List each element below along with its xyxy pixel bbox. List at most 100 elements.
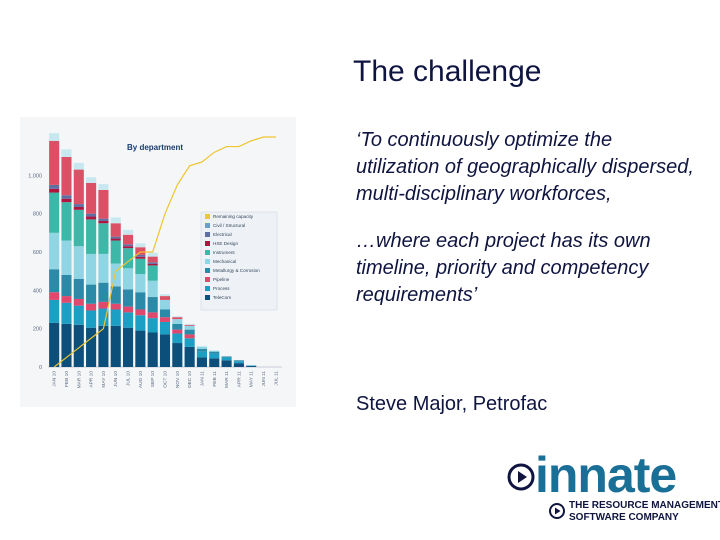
- quote-author: Steve Major, Petrofac: [356, 393, 548, 415]
- bar-segment: [61, 240, 72, 275]
- x-tick-label: JUN 11: [261, 371, 267, 387]
- bar-segment: [86, 177, 97, 183]
- bar-segment: [135, 315, 146, 331]
- bar-segment: [172, 323, 183, 330]
- bar-segment: [209, 351, 220, 354]
- bar-segment: [73, 169, 84, 205]
- bar-segment: [159, 334, 171, 367]
- x-tick-label: JUN 10: [113, 371, 119, 387]
- chart-image: By department 0 200 400 600 800 1,000 JAN 10 FEB…: [20, 117, 296, 407]
- legend-swatch: [205, 250, 210, 255]
- bar-segment: [233, 360, 244, 362]
- x-tick-label: MAR 11: [224, 371, 230, 388]
- bar-segment: [159, 299, 171, 310]
- bar-segment: [110, 286, 121, 304]
- bar-segment: [49, 292, 60, 300]
- legend-label: Instrument: [213, 250, 235, 255]
- bar-segment: [184, 334, 195, 339]
- bar-segment: [147, 297, 158, 313]
- bar-segment: [246, 365, 257, 367]
- bar-segment: [73, 209, 84, 247]
- x-tick-label: MAR 10: [76, 371, 82, 389]
- bar-segment: [61, 195, 72, 199]
- bar-segment: [73, 246, 84, 279]
- bar-segment: [147, 312, 158, 319]
- bar-segment: [123, 234, 134, 245]
- bar-segment: [98, 308, 109, 326]
- bar-segment: [73, 324, 84, 367]
- bar-segment: [86, 219, 97, 254]
- x-tick-label: APR 10: [89, 371, 95, 388]
- bar-segment: [147, 263, 158, 266]
- bar-segment: [73, 298, 84, 306]
- bar-segment: [196, 348, 207, 352]
- bar-segment: [172, 333, 183, 344]
- y-tick-label: 0: [39, 365, 42, 371]
- capacity-line: [53, 136, 276, 368]
- bar-segment: [61, 156, 72, 196]
- bar-segment: [159, 296, 171, 300]
- bar-segment: [184, 329, 195, 335]
- legend-label: Process: [213, 286, 230, 291]
- bar-segment: [184, 338, 195, 347]
- legend-swatch: [205, 214, 210, 219]
- legend-swatch: [205, 223, 210, 228]
- bar-segment: [196, 345, 207, 347]
- bar-segment: [98, 184, 109, 190]
- x-tick-label: JAN 10: [52, 371, 58, 387]
- bar-segment: [49, 232, 60, 270]
- bar-segment: [172, 319, 183, 324]
- bar-segment: [196, 357, 207, 367]
- bar-segment: [98, 253, 109, 283]
- bar-segment: [123, 244, 134, 247]
- tagline-line-1: THE RESOURCE MANAGEMENT: [569, 500, 720, 511]
- legend-swatch: [205, 259, 210, 264]
- bar-segment: [221, 360, 232, 367]
- chart-title: By department: [127, 143, 183, 152]
- bar-segment: [135, 330, 146, 367]
- bar-segment: [98, 189, 109, 219]
- bar-segment: [172, 343, 183, 367]
- bar-segment: [49, 322, 60, 367]
- bar-segment: [147, 265, 158, 281]
- logo-tagline: THE RESOURCE MANAGEMENT SOFTWARE COMPANY: [549, 500, 720, 526]
- bar-segment: [110, 217, 121, 224]
- bar-segment: [61, 323, 72, 367]
- bar-segment: [61, 202, 72, 241]
- quote: ‘To continuously optimize the utilizatio…: [356, 127, 696, 309]
- bar-segment: [159, 317, 171, 322]
- bar-segment: [110, 236, 121, 239]
- bar-segment: [98, 218, 109, 221]
- play-icon: [549, 503, 565, 519]
- bar-segment: [110, 325, 121, 367]
- x-tick-label: JUL 10: [126, 371, 132, 386]
- legend-label: Mechanical: [213, 259, 236, 264]
- x-tick-label: MAY 10: [101, 371, 107, 388]
- legend-label: Remaining capacity: [213, 214, 254, 219]
- logo-wordmark: innate: [535, 447, 677, 503]
- quote-part-2: …where each project has its own timeline…: [356, 230, 651, 306]
- y-tick-label: 800: [33, 212, 42, 218]
- bar-segment: [135, 247, 146, 255]
- bar-segment: [110, 303, 121, 310]
- legend-label: Civil / Structural: [213, 223, 245, 228]
- bar-segment: [98, 220, 109, 224]
- bar-segment: [135, 243, 146, 248]
- y-tick-label: 400: [33, 288, 42, 294]
- x-tick-label: NOV 10: [175, 371, 181, 388]
- bar-segment: [184, 346, 195, 367]
- bar-segment: [86, 216, 97, 220]
- legend-label: Electrical: [213, 232, 232, 237]
- bar-segment: [135, 309, 146, 316]
- quote-part-1: ‘To continuously optimize the utilizatio…: [356, 129, 694, 205]
- bar-segment: [147, 252, 158, 257]
- bar-segment: [49, 133, 60, 141]
- bar-segment: [49, 192, 60, 233]
- bar-segment: [123, 229, 134, 235]
- bar-segment: [49, 140, 60, 185]
- bar-segment: [184, 323, 195, 325]
- legend-box: [200, 211, 278, 311]
- y-tick-label: 600: [33, 250, 42, 256]
- bar-segment: [61, 149, 72, 157]
- bar-segment: [233, 363, 244, 367]
